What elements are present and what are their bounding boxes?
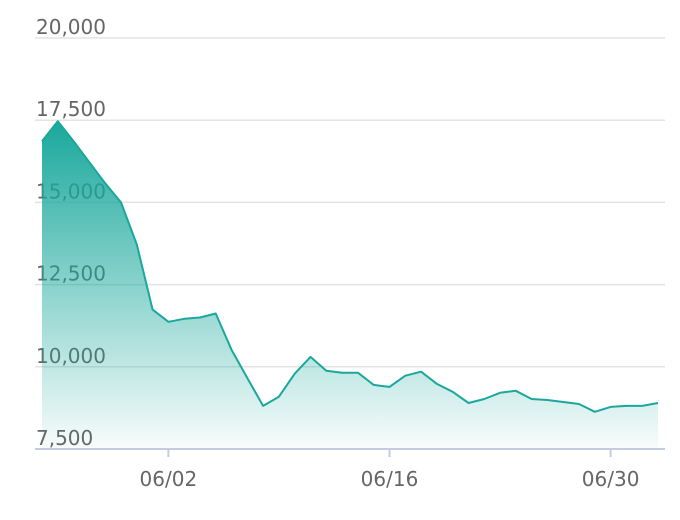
- y-tick-label: 17,500: [36, 97, 106, 121]
- y-tick-label: 20,000: [36, 15, 106, 39]
- x-tick-label: 06/16: [361, 467, 419, 491]
- line: [41, 120, 659, 413]
- x-tick-label: 06/02: [140, 467, 198, 491]
- x-tick-label: 06/30: [582, 467, 640, 491]
- area-fill: [42, 121, 658, 449]
